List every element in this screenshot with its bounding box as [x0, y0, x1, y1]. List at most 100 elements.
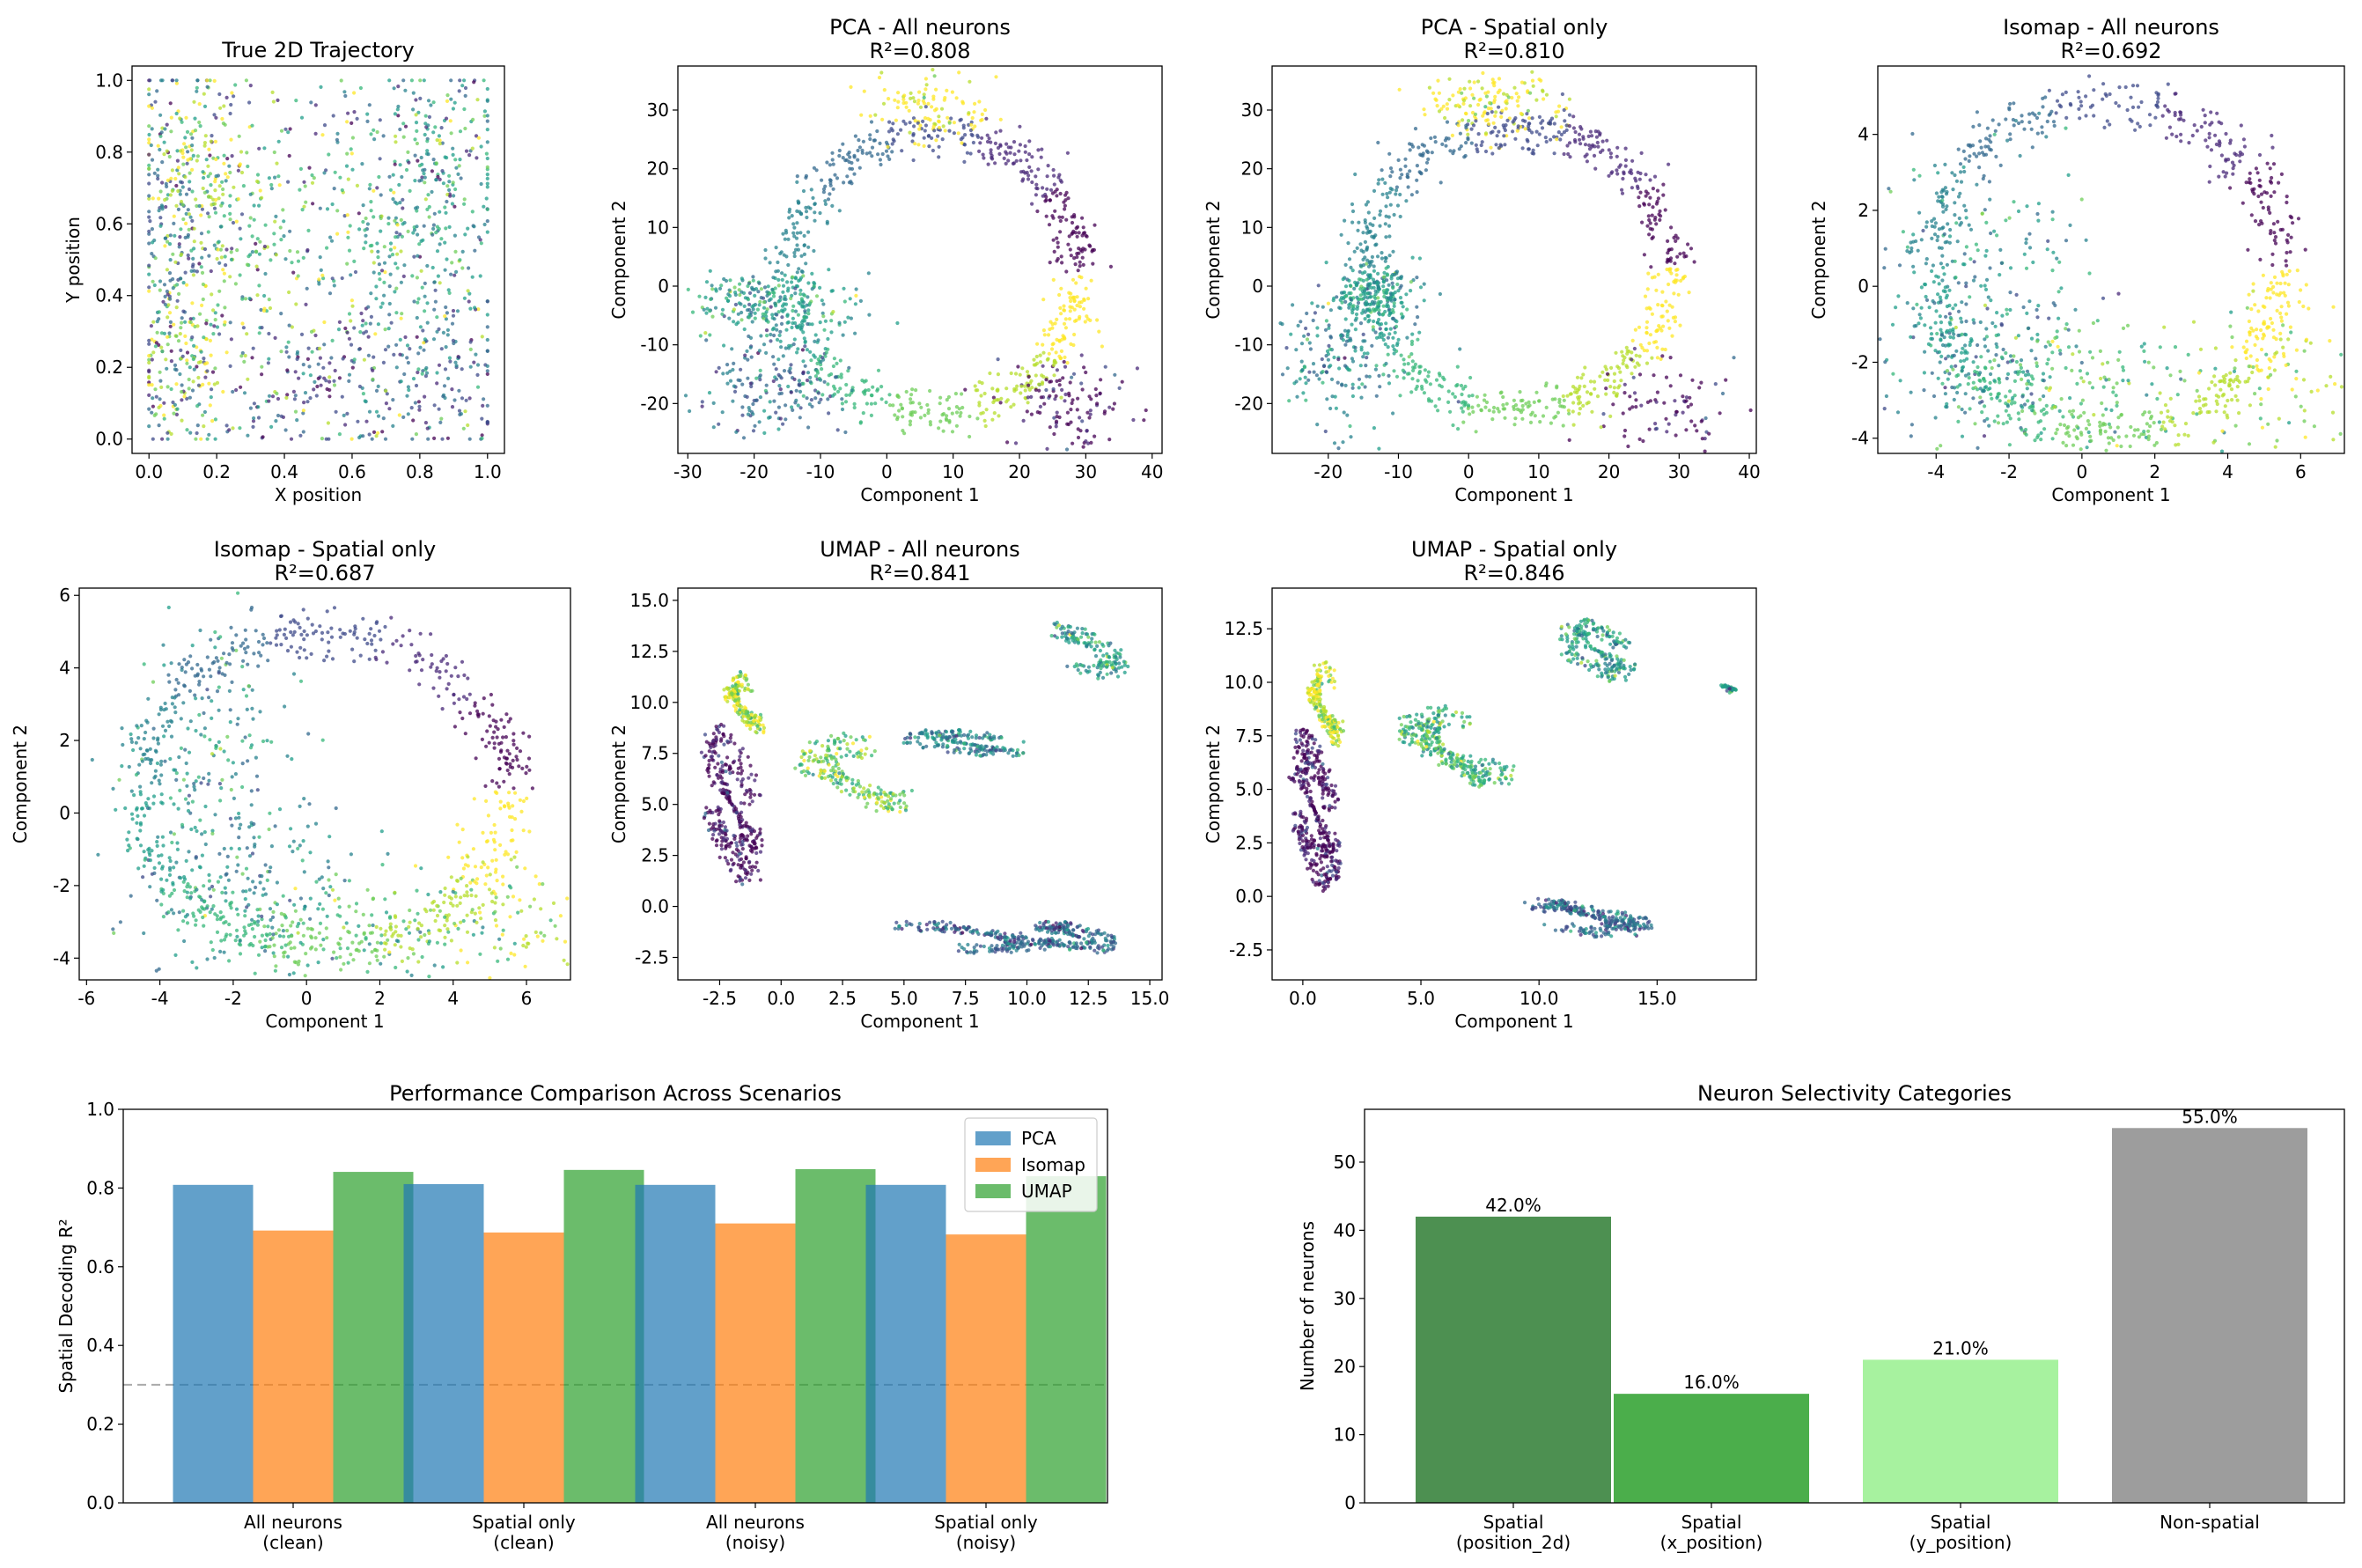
scatter-point [177, 166, 180, 169]
scatter-point [782, 302, 785, 306]
scatter-point [260, 372, 263, 376]
scatter-point [1064, 317, 1068, 320]
scatter-point [1099, 392, 1102, 395]
scatter-point [813, 340, 816, 343]
scatter-point [209, 323, 212, 327]
scatter-point [1461, 118, 1464, 121]
scatter-point [1409, 280, 1413, 283]
scatter-point [232, 186, 235, 189]
scatter-point [186, 350, 189, 354]
scatter-point [272, 99, 276, 103]
scatter-point [1492, 410, 1496, 414]
scatter-point [175, 408, 179, 411]
scatter-point [1457, 400, 1461, 403]
scatter-point [252, 347, 255, 350]
scatter-point [388, 302, 392, 306]
scatter-point [327, 380, 331, 384]
scatter-point [1059, 287, 1063, 291]
scatter-point [775, 246, 778, 249]
scatter-point [406, 343, 409, 347]
scatter-point [1093, 224, 1096, 227]
scatter-point [1608, 415, 1612, 418]
scatter-point [198, 313, 202, 316]
scatter-point [282, 234, 285, 238]
scatter-point [739, 368, 742, 372]
scatter-point [1562, 423, 1565, 427]
scatter-point [1095, 401, 1099, 405]
scatter-point [1351, 296, 1355, 299]
scatter-point [746, 358, 749, 362]
scatter-point [924, 123, 928, 127]
scatter-point [835, 176, 839, 180]
scatter-point [177, 339, 180, 342]
scatter-point [288, 324, 291, 328]
scatter-point [867, 271, 871, 275]
scatter-point [382, 361, 386, 364]
scatter-point [151, 438, 155, 441]
scatter-point [1072, 215, 1076, 218]
scatter-point [432, 308, 436, 312]
scatter-point [1063, 399, 1066, 402]
scatter-point [1634, 405, 1637, 409]
scatter-point [1458, 347, 1461, 350]
scatter-point [288, 154, 291, 158]
scatter-point [357, 436, 361, 439]
scatter-point [781, 310, 784, 313]
scatter-point [1082, 225, 1085, 229]
scatter-point [372, 261, 376, 264]
scatter-point [1603, 379, 1607, 382]
scatter-point [211, 332, 215, 335]
scatter-point [1651, 276, 1654, 279]
scatter-point [279, 312, 283, 315]
scatter-point [444, 367, 447, 371]
scatter-point [936, 135, 939, 138]
scatter-point [1513, 416, 1517, 420]
scatter-point [345, 412, 349, 416]
scatter-point [1372, 286, 1376, 290]
scatter-point [158, 216, 162, 219]
scatter-point [1528, 403, 1532, 407]
scatter-point [311, 202, 314, 205]
scatter-point [879, 70, 883, 74]
scatter-point [842, 334, 845, 337]
scatter-point [1053, 210, 1056, 213]
scatter-point [1041, 195, 1045, 198]
scatter-point [1568, 141, 1571, 144]
scatter-point [1530, 130, 1534, 134]
scatter-point [859, 420, 863, 423]
scatter-point [1501, 403, 1505, 407]
scatter-point [1677, 293, 1681, 297]
scatter-point [1528, 92, 1532, 95]
scatter-point [749, 346, 753, 350]
scatter-point [223, 154, 226, 158]
scatter-point [1475, 147, 1479, 151]
scatter-point [359, 86, 363, 90]
scatter-point [1389, 187, 1393, 190]
scatter-point [896, 106, 900, 109]
scatter-point [1023, 171, 1026, 174]
scatter-point [386, 217, 390, 220]
scatter-point [434, 289, 438, 292]
scatter-point [163, 244, 166, 247]
scatter-point [829, 184, 833, 188]
scatter-point [993, 399, 997, 402]
scatter-point [1394, 192, 1397, 195]
scatter-point [1431, 151, 1434, 154]
scatter-point [199, 213, 202, 217]
scatter-point [334, 171, 337, 174]
scatter-point [1327, 344, 1330, 348]
scatter-point [173, 261, 177, 264]
scatter-point [790, 326, 793, 329]
scatter-point [1541, 126, 1544, 129]
scatter-point [1325, 319, 1328, 322]
y-tick-label: 0.8 [95, 142, 123, 163]
scatter-point [1019, 158, 1022, 162]
scatter-point [931, 95, 935, 99]
scatter-point [486, 219, 489, 223]
scatter-point [1364, 291, 1367, 295]
scatter-point [1456, 365, 1460, 369]
scatter-point [159, 346, 163, 350]
scatter-point [1010, 372, 1013, 375]
scatter-point [1056, 241, 1060, 245]
scatter-point [193, 239, 196, 243]
